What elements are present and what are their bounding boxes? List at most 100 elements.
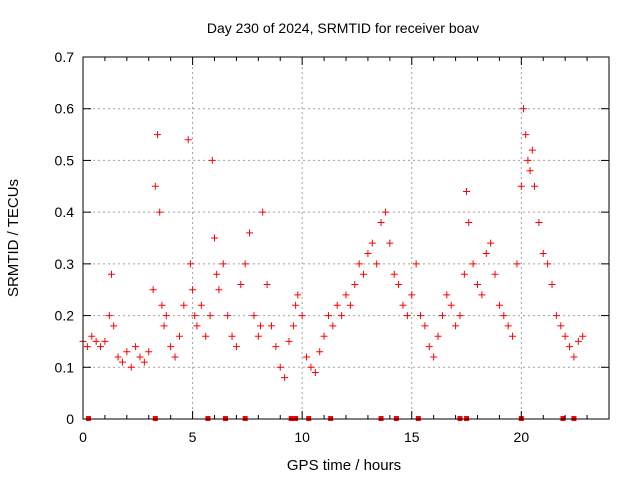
data-point	[180, 301, 188, 309]
data-point	[189, 286, 197, 294]
data-point	[246, 229, 254, 237]
data-point	[570, 353, 578, 361]
y-tick-label: 0.2	[55, 308, 75, 324]
data-point	[520, 105, 528, 113]
data-point	[561, 332, 569, 340]
data-point	[92, 337, 100, 345]
data-point	[303, 353, 311, 361]
data-point	[237, 281, 245, 289]
data-point	[381, 208, 389, 216]
data-point	[294, 291, 302, 299]
data-point	[211, 234, 218, 242]
data-point	[346, 301, 354, 309]
data-point	[430, 353, 438, 361]
data-point	[292, 301, 300, 309]
grid-lines	[83, 57, 609, 419]
data-point	[110, 322, 118, 330]
data-point	[186, 260, 194, 268]
data-point	[281, 374, 289, 382]
data-point	[162, 312, 170, 320]
data-point	[311, 368, 319, 376]
data-point	[154, 131, 162, 139]
data-point	[579, 332, 587, 340]
data-point	[452, 322, 460, 330]
data-points	[79, 105, 587, 382]
data-point	[557, 322, 565, 330]
data-point	[276, 363, 284, 371]
data-point	[491, 270, 499, 278]
data-point	[548, 281, 556, 289]
data-point	[101, 337, 109, 345]
y-axis-label: SRMTID / TECUs	[5, 179, 22, 297]
data-point	[156, 208, 164, 216]
data-point	[151, 182, 159, 190]
chart-title: Day 230 of 2024, SRMTID for receiver boa…	[207, 20, 479, 36]
data-point	[377, 218, 385, 226]
data-point	[259, 208, 267, 216]
data-point	[145, 348, 153, 356]
data-point	[474, 281, 481, 289]
data-point	[528, 146, 536, 154]
data-point	[289, 322, 297, 330]
data-point	[447, 301, 455, 309]
data-point	[443, 291, 451, 299]
y-tick-label: 0	[66, 411, 74, 427]
data-point	[333, 301, 341, 309]
data-point	[504, 322, 512, 330]
data-point	[224, 312, 232, 320]
data-point	[524, 156, 532, 164]
data-point	[202, 332, 210, 340]
data-point	[513, 260, 521, 268]
data-point	[160, 322, 168, 330]
data-point	[184, 136, 192, 144]
data-point	[285, 337, 293, 345]
data-point	[552, 312, 560, 320]
data-point	[123, 348, 131, 356]
data-point	[97, 343, 105, 351]
data-point	[460, 270, 468, 278]
data-point	[395, 281, 403, 289]
data-point	[298, 312, 306, 320]
data-point	[500, 312, 508, 320]
data-point	[530, 182, 538, 190]
data-point	[539, 250, 547, 258]
data-point	[526, 167, 534, 175]
data-point	[342, 291, 350, 299]
x-tick-label: 10	[294, 429, 310, 445]
data-point	[535, 218, 543, 226]
data-point	[307, 363, 315, 371]
y-tick-label: 0.6	[55, 101, 75, 117]
data-point	[469, 260, 477, 268]
data-point	[417, 312, 425, 320]
x-tick-label: 20	[514, 429, 530, 445]
y-tick-label: 0.3	[55, 256, 75, 272]
data-point	[158, 301, 166, 309]
data-point	[566, 343, 574, 351]
data-point	[478, 291, 486, 299]
data-point	[197, 301, 205, 309]
data-point	[127, 363, 135, 371]
x-tick-label: 0	[79, 429, 87, 445]
data-point	[399, 301, 407, 309]
data-point	[412, 260, 420, 268]
data-point	[175, 332, 183, 340]
data-point	[509, 332, 517, 340]
y-tick-label: 0.7	[55, 49, 75, 65]
data-point	[250, 312, 258, 320]
data-point	[364, 250, 372, 258]
data-point	[338, 312, 346, 320]
data-point	[140, 358, 148, 366]
data-point	[257, 322, 265, 330]
tick-labels: 0 5 10 15 20 0 0.1 0.2 0.3 0.4 0.5 0.6 0.7	[55, 49, 530, 445]
data-point	[403, 312, 411, 320]
data-point	[465, 218, 473, 226]
data-point	[267, 322, 275, 330]
data-point	[482, 250, 490, 258]
data-point	[228, 332, 236, 340]
data-point	[408, 291, 416, 299]
data-point	[83, 343, 91, 351]
data-point	[495, 301, 503, 309]
data-point	[360, 270, 368, 278]
data-point	[368, 239, 376, 247]
